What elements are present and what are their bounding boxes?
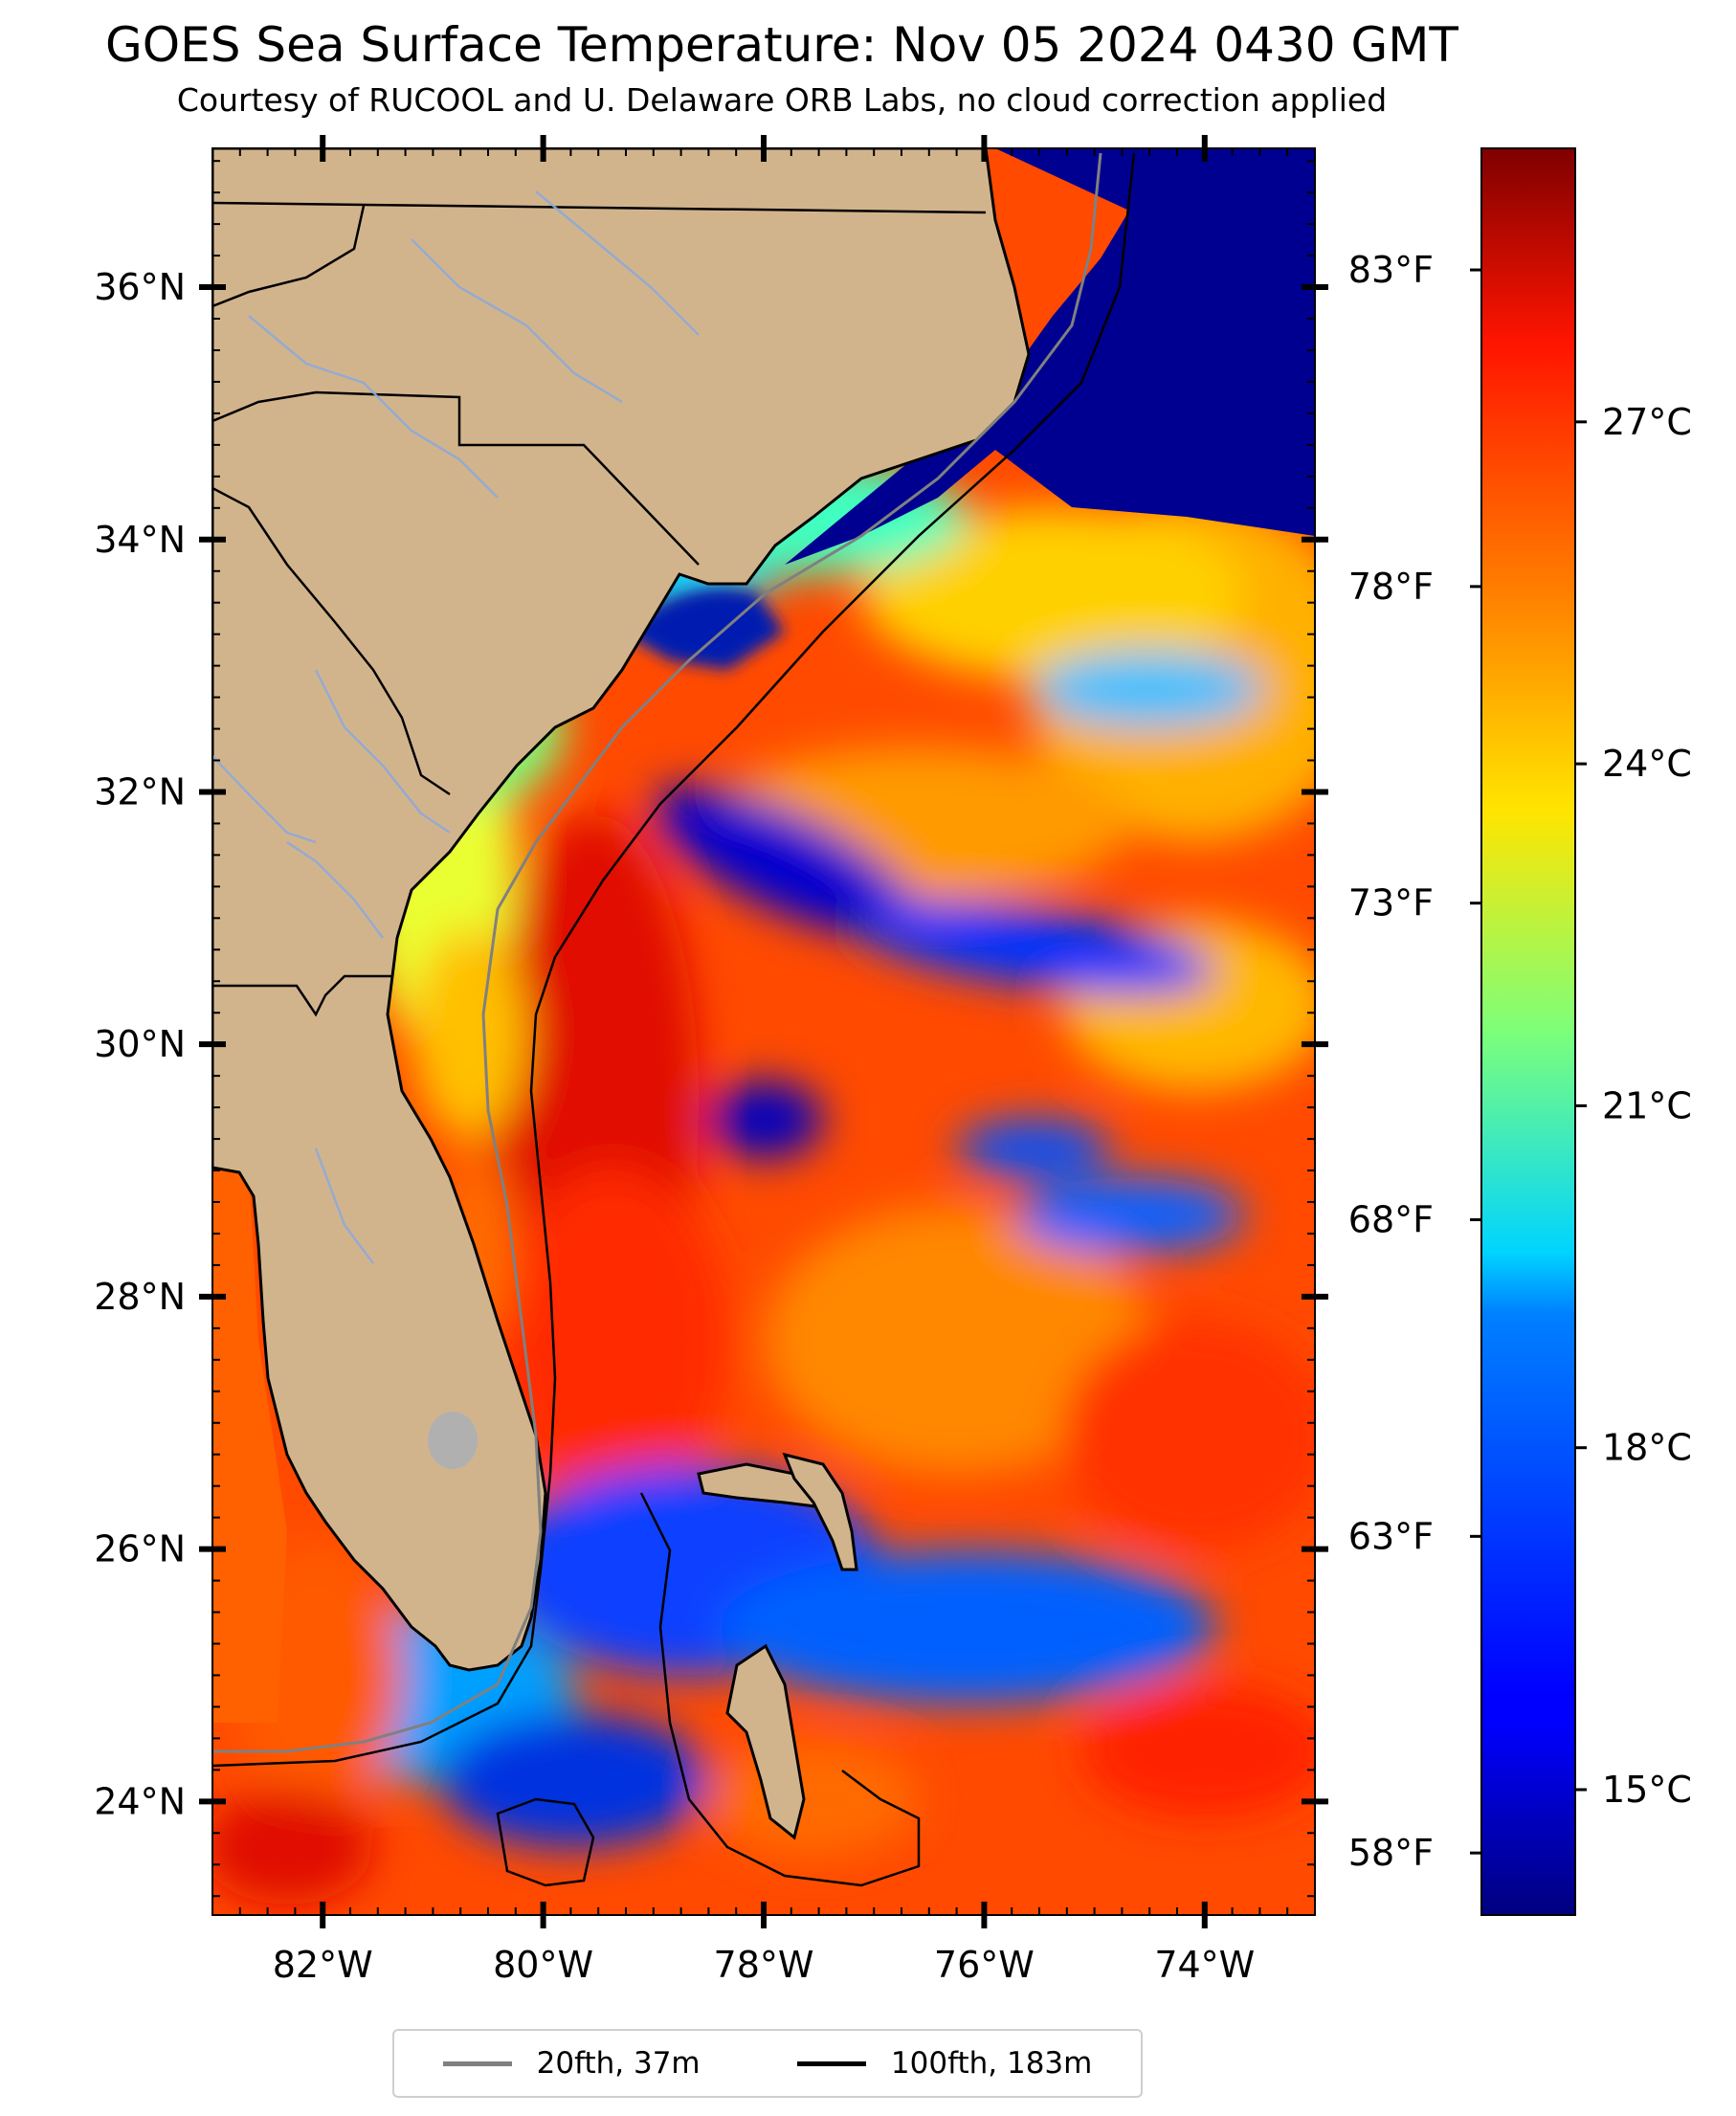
land-areas — [212, 148, 1031, 1840]
state-borders — [212, 201, 987, 1017]
legend-swatch-black — [796, 2060, 866, 2066]
legend-label-20fth: 20fth, 37m — [536, 2046, 701, 2081]
andros-island — [725, 1643, 806, 1840]
lat-tick-label: 32°N — [94, 770, 186, 813]
celsius-tick-label: 21°C — [1602, 1084, 1692, 1126]
abaco-island — [782, 1452, 858, 1571]
legend-item-20fth: 20fth, 37m — [442, 2046, 701, 2081]
colorbar — [1480, 147, 1576, 1916]
lat-tick-label: 34°N — [94, 519, 186, 561]
lon-tick-label: 80°W — [493, 1944, 593, 1986]
colorbar-ticks: 15°C 18°C 21°C 24°C 27°C — [1470, 268, 1692, 1855]
isobath-100fth — [212, 152, 1136, 1768]
latitude-labels: 24°N 26°N 28°N 30°N 32°N 34°N 36°N — [94, 266, 186, 1822]
lon-tick-label: 76°W — [934, 1944, 1035, 1986]
fahrenheit-tick-label: 63°F — [1348, 1515, 1434, 1557]
fahrenheit-tick-label: 73°F — [1348, 882, 1434, 924]
fahrenheit-tick-label: 58°F — [1348, 1832, 1434, 1874]
isobaths — [212, 152, 1136, 1887]
celsius-tick-label: 15°C — [1602, 1769, 1692, 1811]
lat-tick-label: 28°N — [94, 1276, 186, 1318]
lat-tick-label: 26°N — [94, 1528, 186, 1570]
lon-tick-label: 74°W — [1154, 1944, 1255, 1986]
legend-swatch-gray — [442, 2060, 512, 2066]
legend-label-100fth: 100fth, 183m — [890, 2046, 1093, 2081]
celsius-tick-label: 18°C — [1602, 1427, 1692, 1469]
lat-tick-label: 36°N — [94, 266, 186, 308]
lon-tick-label: 82°W — [273, 1944, 373, 1986]
longitude-labels: 82°W 80°W 78°W 76°W 74°W — [273, 1944, 1256, 1986]
map-title: GOES Sea Surface Temperature: Nov 05 202… — [105, 17, 1458, 73]
fahrenheit-tick-label: 78°F — [1348, 566, 1434, 608]
celsius-tick-label: 27°C — [1602, 401, 1692, 443]
lat-tick-label: 24°N — [94, 1780, 186, 1822]
celsius-tick-label: 24°C — [1602, 743, 1692, 785]
legend-item-100fth: 100fth, 183m — [796, 2046, 1093, 2081]
rivers — [212, 190, 700, 1264]
fahrenheit-tick-label: 68°F — [1348, 1199, 1434, 1241]
isobath-20fth — [212, 152, 1102, 1753]
map-graticule-ticks — [199, 135, 1328, 1928]
lat-tick-label: 30°N — [94, 1023, 186, 1065]
fahrenheit-labels: 58°F 63°F 68°F 73°F 78°F 83°F — [1348, 249, 1434, 1874]
isobath-legend: 20fth, 37m 100fth, 183m — [392, 2029, 1143, 2098]
map-subtitle: Courtesy of RUCOOL and U. Delaware ORB L… — [176, 81, 1388, 119]
us-mainland — [212, 148, 1031, 1672]
lon-tick-label: 78°W — [714, 1944, 814, 1986]
lake-okeechobee — [428, 1412, 478, 1469]
fahrenheit-tick-label: 83°F — [1348, 249, 1434, 291]
